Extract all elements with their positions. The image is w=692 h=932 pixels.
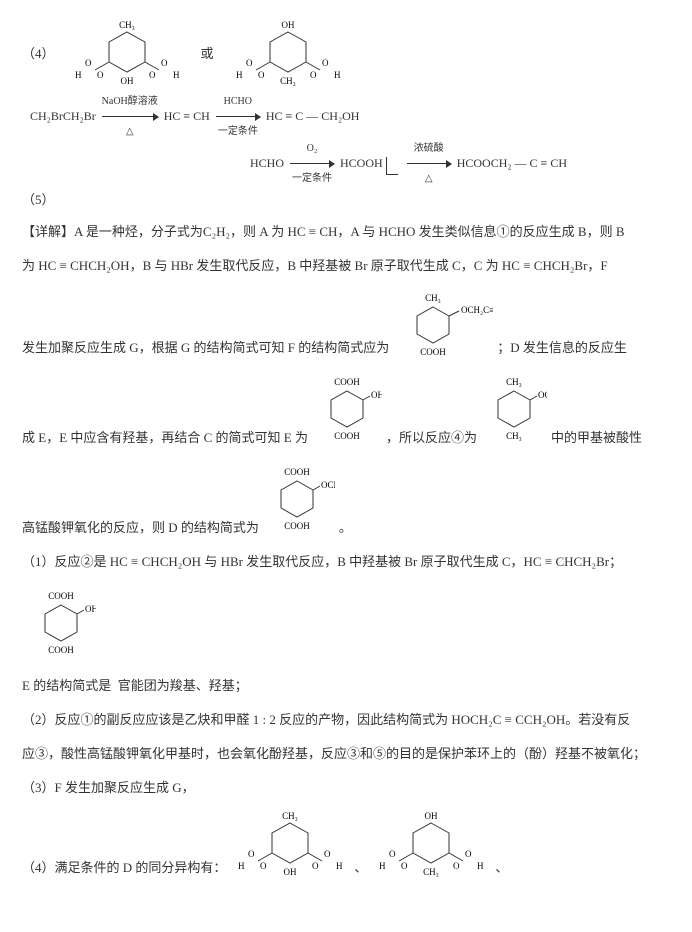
structure-D: COOH OCH₃ COOH bbox=[263, 461, 335, 539]
arrow1-top: NaOH醇溶液 bbox=[100, 96, 160, 107]
svg-text:COOH: COOH bbox=[48, 645, 74, 655]
svg-text:COOH: COOH bbox=[334, 377, 360, 387]
detail-p1b: 为 HC ≡ CHCH₂OH，B 与 HBr 发生取代反应，B 中羟基被 Br … bbox=[22, 253, 670, 279]
iso-sep2: 、 bbox=[495, 855, 508, 881]
svg-text:O: O bbox=[312, 861, 319, 871]
svg-text:CH₃: CH₃ bbox=[506, 431, 522, 441]
structure-E-repeat: COOH OH COOH bbox=[26, 585, 96, 663]
svg-text:H: H bbox=[379, 861, 386, 871]
q1: （1）反应②是 HC ≡ CHCH₂OH 与 HBr 发生取代反应，B 中羟基被… bbox=[22, 549, 670, 575]
arrow1-bot: △ bbox=[100, 126, 160, 137]
p4b: 。 bbox=[339, 515, 352, 541]
detail-label: 【详解】 bbox=[22, 224, 74, 239]
arrow2-bot: 一定条件 bbox=[214, 126, 262, 137]
svg-text:O: O bbox=[310, 70, 317, 80]
item4-num: （4） bbox=[22, 44, 55, 65]
svg-text:H: H bbox=[477, 861, 484, 871]
svg-text:CH₃: CH₃ bbox=[506, 377, 522, 387]
reaction-scheme: CH₂BrCH₂Br NaOH醇溶液 △ HC ≡ CH HCHO 一定条件 HC … bbox=[30, 96, 670, 137]
p1a: A 是一种烃，分子式为C₂H₂，则 A 为 HC ≡ CH，A 与 HCHO 发… bbox=[74, 224, 625, 239]
scheme-s2: HC ≡ C — CH₂OH bbox=[266, 107, 360, 126]
q4: （4）满足条件的 D 的同分异构有： bbox=[22, 855, 226, 881]
svg-text:OH: OH bbox=[425, 811, 438, 821]
item4-sep: 或 bbox=[201, 44, 214, 65]
scheme-s1: HC ≡ CH bbox=[164, 107, 210, 126]
svg-text:O: O bbox=[85, 58, 92, 68]
p3a: 成 E，E 中应含有羟基，再结合 C 的简式可知 E 为 bbox=[22, 425, 308, 451]
svg-text:COOH: COOH bbox=[284, 467, 310, 477]
item5-num: （5） bbox=[22, 190, 55, 211]
svg-text:OH: OH bbox=[281, 20, 294, 30]
p2b: ；D 发生信息的反应生 bbox=[497, 335, 627, 361]
svg-text:COOH: COOH bbox=[334, 431, 360, 441]
svg-text:COOH: COOH bbox=[284, 521, 310, 531]
q3: （3）F 发生加聚反应生成 G， bbox=[22, 775, 670, 801]
svg-text:H: H bbox=[336, 861, 343, 871]
reaction-scheme-line2: HCHO O₂ 一定条件 HCOOH 浓硫酸 △ HCOOCH₂ — C ≡ CH bbox=[30, 143, 670, 184]
structure-diformate-a: CH₃ OH H OO H OO bbox=[67, 20, 187, 88]
q2: （2）反应①的副反应应该是乙炔和甲醛 1 : 2 反应的产物，因此结构简式为 H… bbox=[22, 707, 670, 733]
svg-text:COOH: COOH bbox=[421, 347, 447, 357]
p3b: ，所以反应④为 bbox=[386, 425, 477, 451]
svg-text:O: O bbox=[258, 70, 265, 80]
svg-text:CH₃: CH₃ bbox=[280, 76, 296, 86]
arrowb-bot: 一定条件 bbox=[288, 173, 336, 184]
svg-text:O: O bbox=[260, 861, 267, 871]
scheme-branch: HCHO bbox=[250, 154, 284, 173]
svg-text:O: O bbox=[322, 58, 329, 68]
svg-text:OCH₃: OCH₃ bbox=[321, 480, 335, 490]
svg-text:O: O bbox=[453, 861, 460, 871]
svg-text:CH₃: CH₃ bbox=[283, 811, 299, 821]
svg-text:CH₃: CH₃ bbox=[119, 20, 135, 30]
q1e-post: 官能团为羧基、羟基； bbox=[118, 678, 248, 693]
p3c: 中的甲基被酸性 bbox=[551, 425, 642, 451]
structure-F: CH₃ OCH₂C≡CH COOH bbox=[393, 289, 493, 359]
svg-text:O: O bbox=[161, 58, 168, 68]
svg-text:OCH₂C≡CH: OCH₂C≡CH bbox=[461, 305, 493, 315]
svg-text:O: O bbox=[97, 70, 104, 80]
svg-text:H: H bbox=[238, 861, 245, 871]
structure-iso2: OH CH₃ HOO HOO bbox=[371, 811, 491, 879]
svg-text:OH: OH bbox=[120, 76, 133, 86]
arrow3-bot: △ bbox=[405, 173, 453, 184]
p2a: 发生加聚反应生成 G，根据 G 的结构简式可知 F 的结构简式应为 bbox=[22, 335, 389, 361]
svg-text:OH: OH bbox=[371, 390, 382, 400]
svg-text:OH: OH bbox=[284, 867, 297, 877]
svg-text:OCH₃: OCH₃ bbox=[538, 390, 547, 400]
p4a: 高锰酸钾氧化的反应，则 D 的结构简式为 bbox=[22, 515, 259, 541]
arrowb-top: O₂ bbox=[288, 143, 336, 154]
structure-iso1: CH₃ OH HOO HOO bbox=[230, 811, 350, 879]
detail-p1: 【详解】A 是一种烃，分子式为C₂H₂，则 A 为 HC ≡ CH，A 与 HC… bbox=[22, 219, 670, 245]
svg-text:H: H bbox=[75, 70, 82, 80]
svg-text:COOH: COOH bbox=[48, 591, 74, 601]
svg-text:H: H bbox=[334, 70, 341, 80]
structure-diformate-b: OH CH₃ H OO H OO bbox=[228, 20, 348, 88]
svg-text:O: O bbox=[465, 849, 472, 859]
svg-text:CH₃: CH₃ bbox=[424, 867, 440, 877]
arrow2-top: HCHO bbox=[214, 96, 262, 107]
iso-sep: 、 bbox=[354, 855, 367, 881]
svg-text:O: O bbox=[389, 849, 396, 859]
svg-text:H: H bbox=[236, 70, 243, 80]
svg-text:OH: OH bbox=[85, 604, 96, 614]
svg-text:O: O bbox=[401, 861, 408, 871]
scheme-start: CH₂BrCH₂Br bbox=[30, 107, 96, 126]
svg-text:O: O bbox=[324, 849, 331, 859]
q1e-pre: E 的结构简式是 bbox=[22, 678, 111, 693]
svg-text:CH₃: CH₃ bbox=[425, 293, 441, 303]
svg-text:O: O bbox=[149, 70, 156, 80]
svg-text:H: H bbox=[173, 70, 180, 80]
svg-text:O: O bbox=[246, 58, 253, 68]
scheme-final: HCOOCH₂ — C ≡ CH bbox=[457, 154, 567, 173]
q2b: 应③，酸性高锰酸钾氧化甲基时，也会氧化酚羟基，反应③和⑤的目的是保护苯环上的（酚… bbox=[22, 741, 670, 767]
svg-text:O: O bbox=[248, 849, 255, 859]
structure-4: CH₃ OCH₃ CH₃ bbox=[481, 371, 547, 449]
scheme-branch-prod: HCOOH bbox=[340, 154, 383, 173]
arrow3-top: 浓硫酸 bbox=[405, 143, 453, 154]
structure-E: COOH OH COOH bbox=[312, 371, 382, 449]
